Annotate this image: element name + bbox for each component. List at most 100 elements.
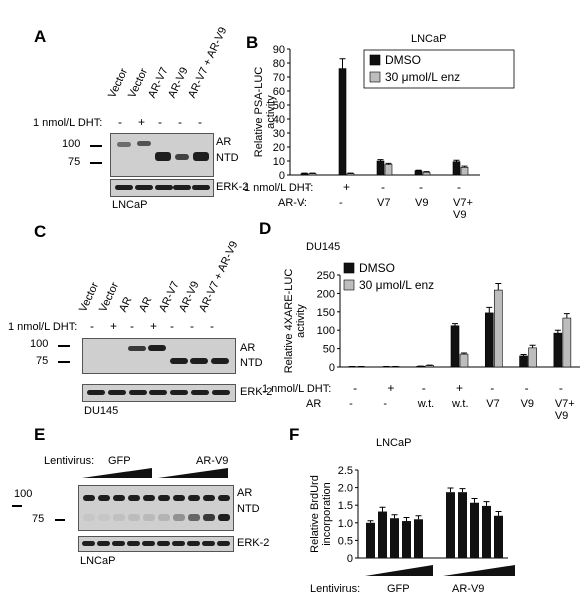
blot-e-ntd-band-4 xyxy=(143,514,155,521)
b-row2-1: - xyxy=(339,197,343,209)
D-ytick-label-3: 150 xyxy=(317,307,335,319)
mw-tick-100-e xyxy=(12,505,22,507)
b-row2-0: - xyxy=(301,197,305,209)
d-row1-0: - xyxy=(353,381,358,395)
B-legend-swatch-0 xyxy=(369,54,381,66)
group-label-f-arv9: AR-V9 xyxy=(452,583,485,595)
D-legend-label-0: DMSO xyxy=(359,261,395,275)
blot-e-ar-band-4 xyxy=(143,495,155,501)
blot-e-ar-band-5 xyxy=(158,495,170,501)
D-ytick-label-2: 100 xyxy=(317,325,335,337)
lane-label-a-5: AR-V7 + AR-V9 xyxy=(186,25,230,100)
B-errorbar-s1-c2 xyxy=(385,162,392,165)
group-label-e-gfp: GFP xyxy=(108,455,131,467)
blot-c-erk xyxy=(82,384,236,402)
D-bar-s1-c4 xyxy=(493,289,503,368)
b-row1-3: - xyxy=(419,180,423,194)
chart-f: 0 0.5 1.0 1.5 2.0 2.5 Relative BrdUrdincorpora… xyxy=(309,465,508,565)
F-ytick-label-2: 1.0 xyxy=(338,518,353,530)
treat-a-5: - xyxy=(198,115,202,129)
cell-line-f: LNCaP xyxy=(376,437,412,449)
B-bar-s0-c2 xyxy=(376,160,385,176)
B-errorbar-s0-c1 xyxy=(339,58,346,69)
lane-label-c-3: AR xyxy=(117,295,135,314)
blot-e-erk-band-5 xyxy=(157,541,170,546)
blot-e-ar-band-9 xyxy=(218,495,230,501)
right-label-e-ntd: NTD xyxy=(237,503,260,515)
B-errorbar-s0-c3 xyxy=(415,169,422,171)
B-errorbar-s1-c3 xyxy=(423,171,430,173)
B-bar-s1-c3 xyxy=(422,171,431,176)
blot-e-ar-band-3 xyxy=(128,495,140,501)
d-row1-3: + xyxy=(456,381,464,395)
B-legend-label-1: 30 μmol/L enz xyxy=(385,70,460,84)
F-errorbar-9 xyxy=(495,511,502,516)
D-legend-swatch-0 xyxy=(343,262,355,274)
F-ytick-label-4: 2.0 xyxy=(338,483,353,495)
blot-a-erk xyxy=(110,179,214,197)
b-row2-3: V9 xyxy=(415,197,429,209)
blot-e-ntd-band-1 xyxy=(98,514,110,521)
F-errorbar-8 xyxy=(483,501,490,506)
mw-100-a: 100 xyxy=(62,138,81,150)
d-row2-5: V9 xyxy=(520,398,535,410)
cell-line-c: DU145 xyxy=(84,405,119,417)
F-ytick-label-0: 0 xyxy=(347,553,353,565)
blot-e-erk-band-4 xyxy=(142,541,155,546)
wedge-gfp-f xyxy=(365,565,433,576)
b-row2-4: V7+ V9 xyxy=(453,197,473,221)
row2-label-d: AR xyxy=(306,398,322,410)
d-row2-0: - xyxy=(349,398,353,410)
right-label-a-ntd: NTD xyxy=(216,152,239,164)
mw-75-c: 75 xyxy=(36,355,49,367)
D-bar-s0-c5 xyxy=(519,355,528,368)
D-errorbar-s0-c3 xyxy=(452,323,458,326)
mw-tick-100-c xyxy=(58,345,70,347)
treat-a-2: + xyxy=(138,115,146,129)
F-errorbar-5 xyxy=(447,487,454,493)
panel-label-f: F xyxy=(289,425,300,444)
F-errorbar-7 xyxy=(471,498,478,503)
D-bar-s1-c5 xyxy=(528,347,537,368)
treat-c-5: - xyxy=(170,319,174,333)
d-row2-3: w.t. xyxy=(452,398,469,410)
right-label-c-ntd: NTD xyxy=(240,357,263,369)
lane-label-c-7: AR-V7 + AR-V9 xyxy=(197,239,241,314)
F-bar-7 xyxy=(470,502,479,558)
lentivirus-label-e: Lentivirus: xyxy=(44,455,95,467)
B-ytick-label-4: 40 xyxy=(273,114,285,126)
blot-e-ntd-band-7 xyxy=(188,514,200,521)
F-bar-0 xyxy=(366,522,375,558)
F-errorbar-4 xyxy=(415,515,422,520)
blot-e-ar-band-7 xyxy=(188,495,200,501)
blot-e-ntd-band-2 xyxy=(113,514,125,521)
B-ytick-label-1: 10 xyxy=(273,156,285,168)
F-ytick-label-1: 0.5 xyxy=(338,535,353,547)
treat-c-1: - xyxy=(90,319,94,333)
B-legend-swatch-1 xyxy=(369,71,381,83)
cell-line-a: LNCaP xyxy=(112,199,148,211)
blot-e-ntd-band-9 xyxy=(218,514,230,521)
treat-a-4: - xyxy=(178,115,182,129)
blot-e-erk-band-9 xyxy=(217,541,230,546)
d-row2-4: V7 xyxy=(486,398,500,410)
B-bar-s1-c4 xyxy=(460,167,469,176)
loading-label-c: ERK-2 xyxy=(240,386,273,398)
B-ytick-label-5: 50 xyxy=(273,100,285,112)
group-label-e-arv9: AR-V9 xyxy=(196,455,229,467)
B-ytick-label-6: 60 xyxy=(273,86,285,98)
blot-e-erk xyxy=(78,536,234,552)
F-bar-2 xyxy=(390,518,399,558)
blot-e-erk-band-7 xyxy=(187,541,200,546)
F-ytick-label-5: 2.5 xyxy=(338,465,353,477)
F-errorbar-0 xyxy=(367,520,374,523)
lentivirus-label-f: Lentivirus: xyxy=(310,583,361,595)
b-row1-0: - xyxy=(305,180,309,194)
right-label-a-ar: AR xyxy=(216,136,232,148)
blot-e-ar xyxy=(78,485,234,531)
D-bar-s1-c6 xyxy=(562,317,572,368)
wedge-gfp-e xyxy=(82,468,152,478)
B-ytick-label-9: 90 xyxy=(273,44,285,56)
mw-tick-100-a xyxy=(90,145,102,147)
D-legend-swatch-1 xyxy=(343,279,355,291)
